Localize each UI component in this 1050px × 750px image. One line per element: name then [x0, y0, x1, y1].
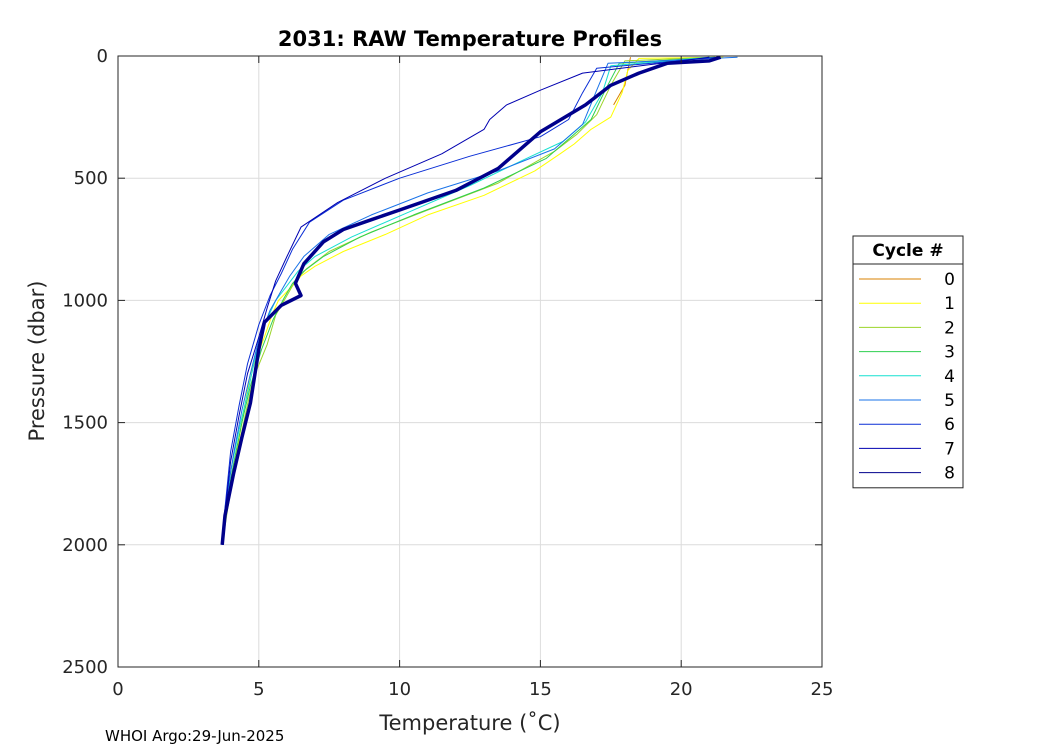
axis-ticks: 0 5 10 15 20 25 0 500 1000 1500 2000 2500: [62, 46, 833, 700]
x-axis-label: Temperature (˚C): [378, 711, 560, 735]
profile-line-cycle-8: [220, 55, 722, 545]
y-tick-label: 1500: [62, 413, 108, 434]
legend-box: [852, 235, 964, 489]
chart-title: 2031: RAW Temperature Profiles: [278, 27, 662, 51]
axes-frame: [117, 55, 823, 668]
profile-lines: [220, 55, 738, 545]
legend-label: 1: [944, 294, 955, 314]
x-tick-label: 0: [112, 679, 123, 700]
legend-label: 6: [944, 415, 955, 435]
x-tick-label: 15: [529, 679, 552, 700]
y-tick-label: 0: [97, 46, 108, 67]
y-tick-label: 2000: [62, 535, 108, 556]
legend-label: 0: [944, 270, 955, 290]
y-tick-label: 2500: [62, 657, 108, 678]
legend-label: 3: [944, 343, 955, 363]
legend-label: 2: [944, 318, 955, 338]
profile-line-cycle-7: [221, 56, 710, 545]
x-tick-label: 25: [811, 679, 834, 700]
footer-credit: WHOI Argo:29-Jun-2025: [105, 727, 284, 745]
y-axis-label: Pressure (dbar): [25, 281, 49, 442]
grid-lines: [117, 55, 823, 668]
legend: Cycle #0 1 2 3 4 5 6 7 8: [852, 235, 964, 489]
profile-line-cycle-0: [613, 57, 631, 106]
profile-line-cycle-5: [221, 56, 738, 545]
legend-label: 7: [944, 439, 955, 459]
x-tick-label: 5: [253, 679, 264, 700]
legend-label: 8: [944, 464, 955, 484]
legend-title: Cycle #: [872, 241, 943, 261]
profile-line-cycle-3: [221, 56, 716, 545]
y-tick-label: 500: [74, 168, 108, 189]
legend-label: 5: [944, 391, 955, 411]
x-tick-label: 20: [670, 679, 693, 700]
y-tick-label: 1000: [62, 290, 108, 311]
x-tick-label: 10: [388, 679, 411, 700]
legend-label: 4: [944, 367, 955, 387]
